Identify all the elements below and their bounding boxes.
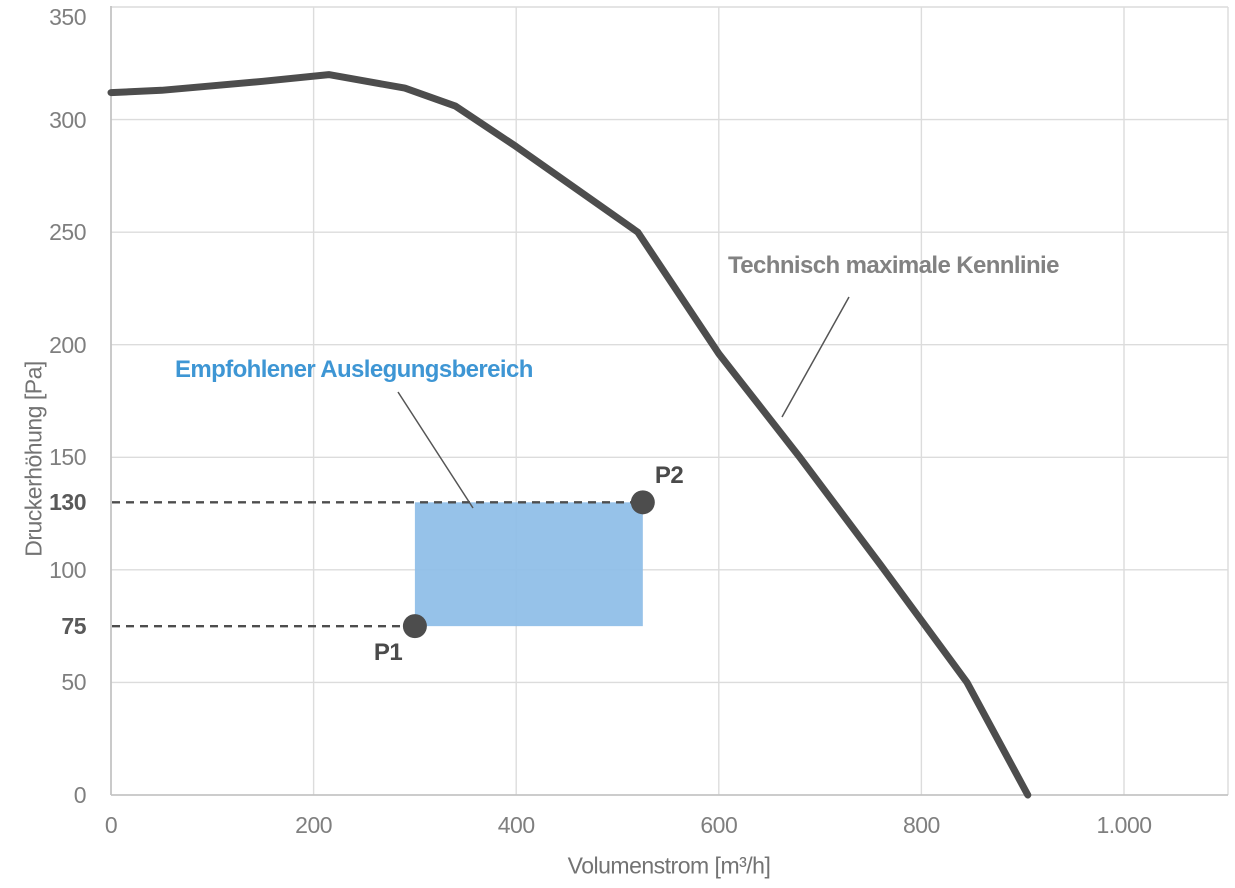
y-tick-label-150: 150 — [49, 444, 86, 471]
y-tick-label-50: 50 — [61, 669, 86, 696]
design-area-leader-line — [397, 391, 474, 509]
max-curve-line — [107, 71, 1032, 799]
x-tick-label-400: 400 — [497, 812, 535, 838]
x-tick-label-200: 200 — [295, 812, 333, 838]
point-dot-p1 — [402, 614, 427, 639]
point-label-p2: P2 — [654, 462, 684, 489]
y-axis-title: Druckerhöhung [Pa] — [20, 361, 47, 557]
x-tick-label-0: 0 — [104, 812, 118, 838]
point-label-p1: P1 — [373, 639, 403, 666]
y-tick-label-250: 250 — [49, 219, 86, 246]
max-curve-label: Technisch maximale Kennlinie — [728, 252, 1059, 279]
max-curve-leader-line — [781, 296, 850, 418]
x-tick-label-800: 800 — [902, 812, 940, 838]
y-tick-label-350: 350 — [49, 4, 86, 30]
y-tick-label-0: 0 — [73, 782, 87, 808]
design-area-label: Empfohlener Auslegungsbereich — [175, 356, 533, 383]
x-axis-title: Volumenstrom [m³/h] — [567, 852, 771, 879]
y-tick-label-300: 300 — [49, 106, 86, 133]
y-tick-label-75: 75 — [61, 613, 86, 640]
design-area-rect — [414, 502, 643, 627]
x-tick-label-1000: 1.000 — [1096, 812, 1152, 838]
y-tick-label-200: 200 — [49, 331, 86, 358]
point-dot-p2 — [630, 490, 655, 515]
y-tick-label-100: 100 — [49, 556, 86, 583]
x-tick-label-600: 600 — [700, 812, 738, 838]
y-tick-label-130: 130 — [49, 489, 86, 516]
